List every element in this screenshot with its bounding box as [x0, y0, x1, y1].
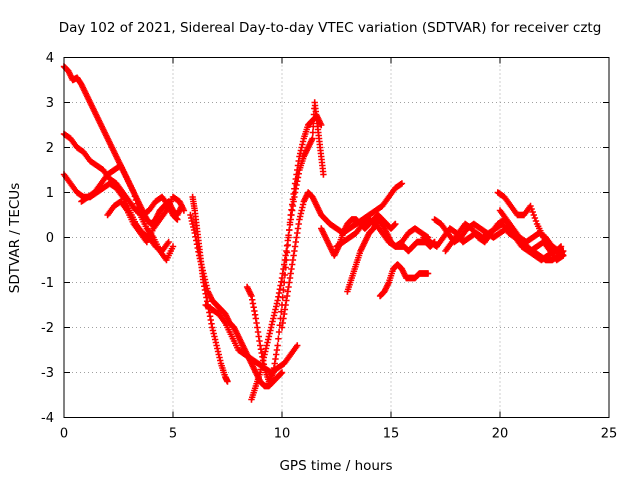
y-tick-label: -3 [41, 366, 54, 381]
data-point [424, 270, 432, 277]
data-point [527, 202, 534, 210]
data-point [392, 220, 399, 228]
series-arc-5 [104, 193, 188, 246]
y-axis-label: SDTVAR / TECUs [7, 183, 23, 293]
series-arc-12 [318, 211, 399, 259]
y-tick-label: -2 [41, 321, 54, 336]
y-tick-label: 0 [46, 231, 54, 246]
x-tick-label: 25 [601, 427, 618, 442]
data-point [398, 180, 406, 187]
y-tick-label: 2 [46, 141, 54, 156]
y-tick-label: -4 [41, 411, 54, 426]
x-tick-label: 10 [274, 427, 291, 442]
data-point [224, 378, 231, 385]
data-point-trail [309, 129, 317, 136]
data-point [174, 216, 181, 223]
plot-frame [63, 57, 610, 418]
data-point-trail [132, 196, 140, 204]
data-point [130, 189, 137, 196]
x-tick-label: 5 [169, 427, 177, 442]
data-point-trail [131, 193, 139, 200]
y-tick-label: 1 [46, 186, 54, 201]
data-point [165, 238, 172, 246]
x-tick-label: 15 [383, 427, 400, 442]
data-point [560, 252, 567, 259]
data-point [278, 369, 286, 376]
data-point-trail [136, 208, 143, 215]
data-point [320, 171, 327, 178]
data-point-trail [275, 328, 283, 336]
plot-area [60, 63, 567, 403]
data-point-trail [529, 208, 536, 216]
data-point-trail [532, 217, 540, 225]
series-arc-20 [496, 207, 567, 259]
y-tick-label: -1 [41, 276, 54, 291]
chart-title: Day 102 of 2021, Sidereal Day-to-day VTE… [59, 20, 602, 36]
data-point-trail [275, 335, 282, 342]
data-point-trail [133, 200, 141, 207]
series-arc-15 [376, 261, 432, 300]
data-point-trail [530, 211, 537, 219]
x-tick-label: 20 [492, 427, 509, 442]
data-point [274, 342, 281, 349]
data-point-trail [134, 204, 142, 211]
x-tick-label: 0 [60, 427, 68, 442]
data-point [557, 243, 565, 250]
data-point [169, 243, 177, 250]
series-arc-10 [248, 99, 327, 403]
x-axis-label: GPS time / hours [279, 458, 392, 474]
y-tick-label: 3 [46, 96, 54, 111]
data-point [180, 207, 188, 214]
data-point-trail [531, 214, 539, 222]
y-tick-label: 4 [46, 51, 54, 66]
series-arc-4 [78, 162, 177, 264]
data-point [309, 135, 316, 142]
data-point-trail [528, 205, 535, 213]
data-point [294, 342, 301, 349]
series-arc-18 [442, 216, 567, 264]
data-point [318, 121, 325, 129]
